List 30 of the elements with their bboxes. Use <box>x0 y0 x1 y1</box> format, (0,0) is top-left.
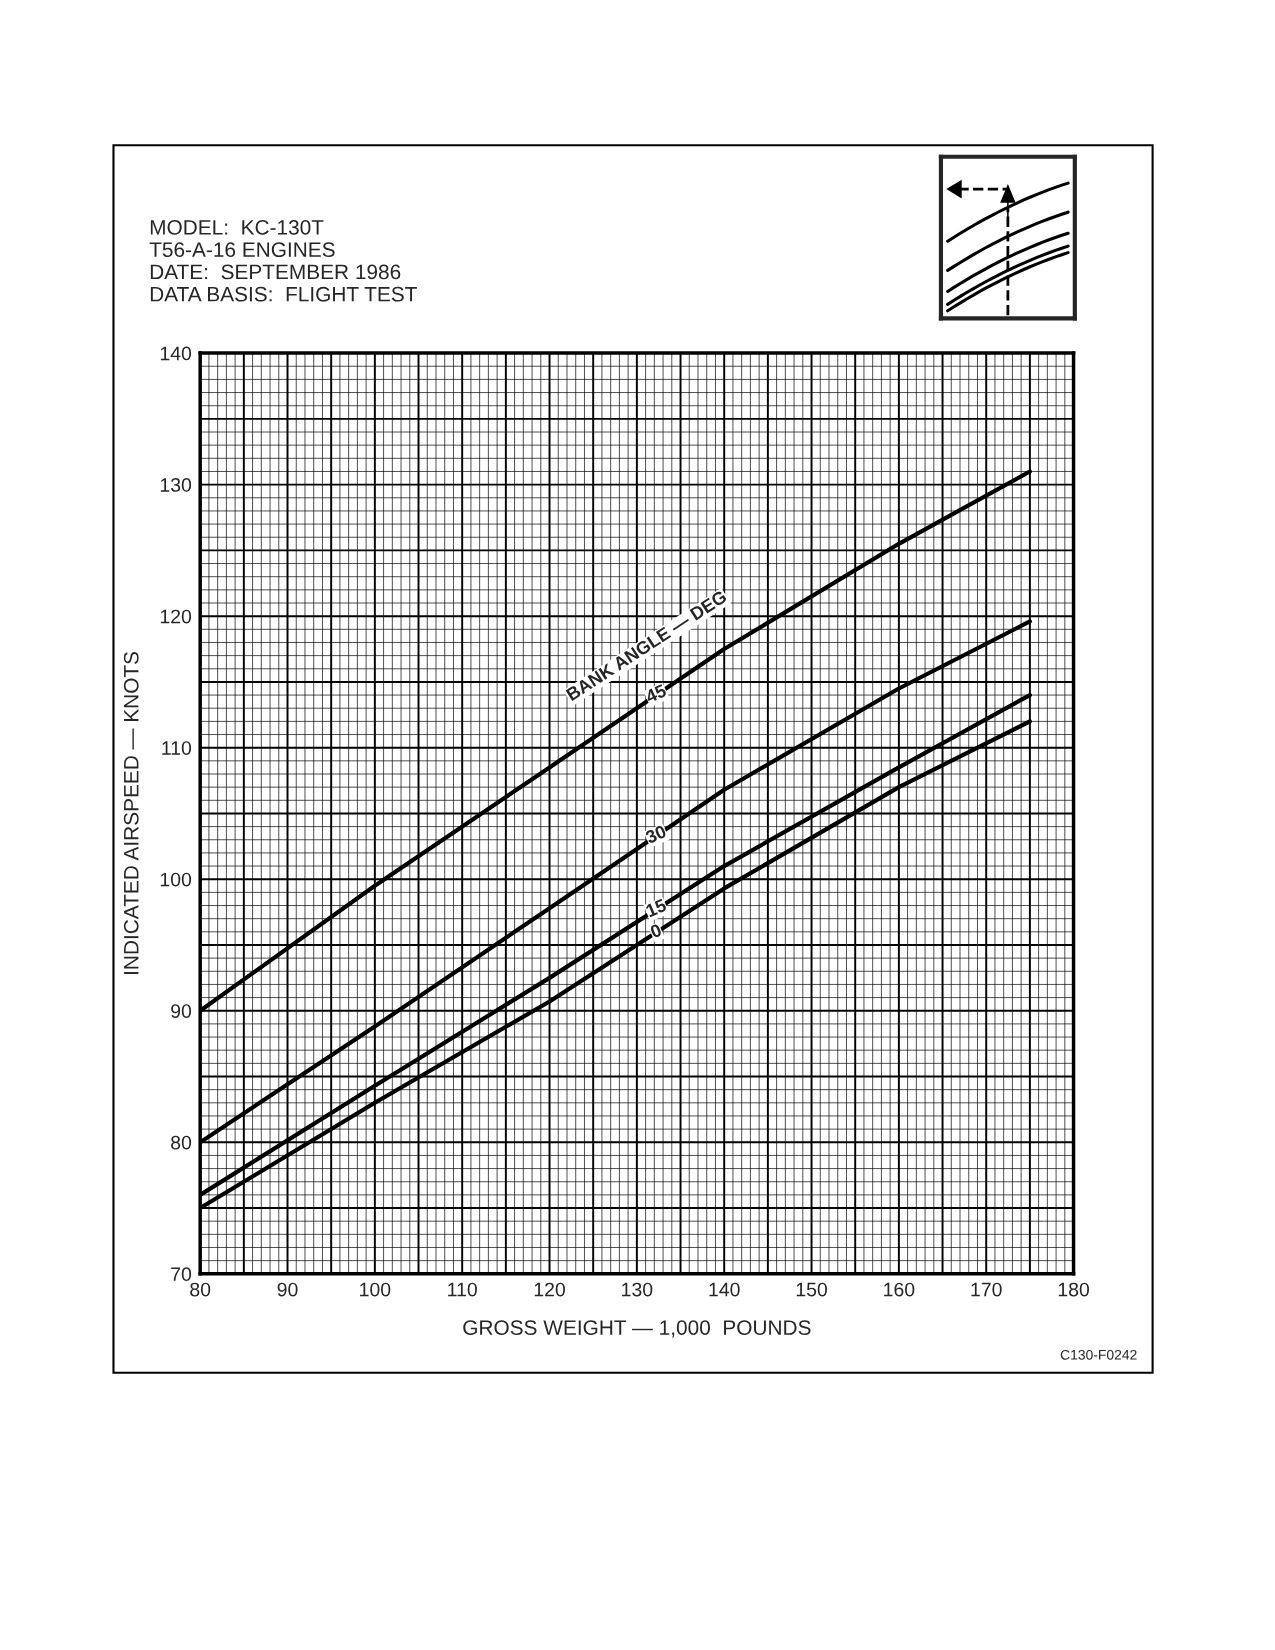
y-tick-label: 100 <box>160 872 192 887</box>
text: 30 <box>644 824 667 844</box>
y-tick-label: 140 <box>160 346 192 361</box>
text: C130-F0242 <box>1060 1349 1137 1360</box>
text: 15 <box>645 898 668 918</box>
x-tick-label: 140 <box>709 1282 740 1297</box>
text: 45 <box>644 683 668 704</box>
y-tick-label: 70 <box>171 1267 192 1282</box>
x-tick-label: 110 <box>448 1282 477 1297</box>
text: DATA BASIS: FLIGHT TEST <box>150 286 417 302</box>
x-tick-label: 80 <box>190 1282 211 1297</box>
x-tick-label: 170 <box>971 1282 1002 1297</box>
y-axis-title: INDICATED AIRSPEED — KNOTS <box>123 651 139 974</box>
x-tick-label: 100 <box>360 1282 391 1297</box>
x-axis-title: GROSS WEIGHT — 1,000 POUNDS <box>463 1320 811 1338</box>
x-tick-label: 120 <box>534 1282 565 1297</box>
x-tick-label: 150 <box>796 1282 827 1297</box>
x-tick-label: 160 <box>884 1282 915 1297</box>
y-tick-label: 90 <box>171 1004 192 1018</box>
x-tick-label: 130 <box>622 1282 653 1297</box>
y-tick-label: 80 <box>171 1135 192 1150</box>
text: T56-A-16 ENGINES <box>149 242 335 258</box>
y-tick-label: 130 <box>160 478 192 492</box>
text: 0 <box>649 923 663 939</box>
x-tick-label: 180 <box>1058 1282 1090 1297</box>
text: DATE: SEPTEMBER 1986 <box>150 264 401 280</box>
y-tick-label: 120 <box>160 609 192 624</box>
y-tick-label: 110 <box>162 741 192 755</box>
x-tick-label: 90 <box>277 1282 298 1297</box>
text: MODEL: KC-130T <box>150 220 324 235</box>
